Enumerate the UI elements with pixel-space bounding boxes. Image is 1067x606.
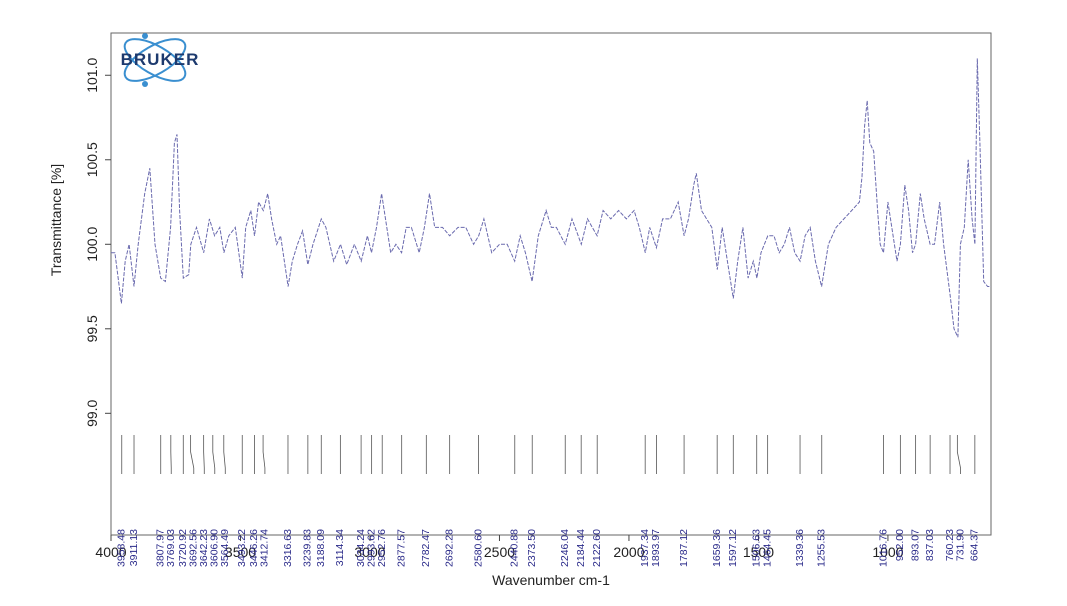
peak-label: 3642.23	[198, 529, 210, 567]
y-tick-label: 101.0	[84, 58, 100, 93]
peak-label: 3720.92	[177, 529, 189, 567]
peak-label: 3239.83	[302, 529, 314, 567]
x-tick-label: 3000	[354, 544, 385, 560]
peak-label: 2877.57	[395, 529, 407, 567]
peak-label: 731.90	[954, 529, 966, 561]
peak-label: 1506.63	[751, 529, 763, 567]
y-tick-label: 99.0	[84, 399, 100, 426]
peak-marker	[212, 435, 216, 474]
peak-label: 3034.24	[355, 529, 367, 567]
peak-label: 3769.03	[165, 529, 177, 567]
peak-label: 2782.47	[420, 529, 432, 567]
peak-label: 2246.04	[559, 529, 571, 567]
peak-label: 3316.63	[282, 529, 294, 567]
peak-label: 3692.56	[188, 529, 200, 567]
x-tick-label: 4000	[95, 544, 126, 560]
peak-label: 3911.13	[128, 529, 140, 566]
peak-label: 1893.97	[650, 529, 662, 567]
peak-label: 1464.45	[761, 529, 773, 567]
plot-frame	[110, 32, 992, 536]
x-tick-label: 1000	[872, 544, 903, 560]
peak-label: 2952.76	[376, 529, 388, 567]
peak-label: 3412.74	[259, 529, 271, 567]
peak-marker	[223, 435, 226, 474]
peak-label: 2580.60	[472, 529, 484, 567]
peak-label: 3188.09	[315, 529, 327, 567]
x-tick-label: 3500	[225, 544, 256, 560]
logo-text: BRUKER	[121, 50, 200, 69]
peak-label: 3958.48	[116, 529, 128, 567]
y-tick-label: 100.0	[84, 227, 100, 262]
x-tick-label: 2000	[613, 544, 644, 560]
peak-label: 1659.36	[711, 529, 723, 567]
peak-label: 1016.76	[877, 529, 889, 567]
peak-label: 893.07	[909, 529, 921, 561]
peak-label: 1339.36	[794, 529, 806, 567]
peak-label: 1255.53	[816, 529, 828, 567]
logo-orbit	[123, 38, 187, 82]
peak-label: 3493.22	[236, 529, 248, 567]
peak-label: 2993.62	[365, 529, 377, 567]
peak-label: 837.03	[924, 529, 936, 561]
logo-dot	[142, 33, 148, 39]
x-tick-label: 1500	[743, 544, 774, 560]
logo: BRUKER	[121, 33, 200, 87]
peak-label: 3114.34	[334, 529, 346, 566]
peak-label: 1937.34	[639, 529, 651, 567]
x-tick-label: 2500	[484, 544, 515, 560]
peak-label: 2184.44	[575, 529, 587, 567]
peak-marker	[956, 435, 961, 474]
peak-label: 2122.60	[591, 529, 603, 567]
peak-label: 3606.90	[209, 529, 221, 567]
logo-dot	[142, 81, 148, 87]
peak-label: 2373.50	[526, 529, 538, 567]
peak-label: 952.00	[894, 529, 906, 561]
peak-label: 1597.12	[727, 529, 739, 567]
peak-label: 664.37	[969, 529, 981, 561]
peak-marker	[203, 435, 205, 474]
peak-label: 760.23	[944, 529, 956, 561]
peak-label: 3446.26	[248, 529, 260, 567]
y-tick-label: 100.5	[84, 142, 100, 177]
x-axis-label: Wavenumber cm-1	[492, 572, 610, 588]
logo-orbit	[123, 38, 187, 82]
peak-label: 3564.49	[219, 529, 231, 567]
y-tick-label: 99.5	[84, 315, 100, 342]
peak-marker	[262, 435, 266, 474]
peak-label: 2692.28	[443, 529, 455, 567]
y-axis-label: Transmittance [%]	[48, 164, 64, 276]
peak-label: 2440.88	[509, 529, 521, 567]
peak-label: 3807.97	[155, 529, 167, 567]
peak-label: 1787.12	[678, 529, 690, 567]
peak-marker	[190, 435, 195, 474]
spectrum-line	[111, 58, 991, 338]
